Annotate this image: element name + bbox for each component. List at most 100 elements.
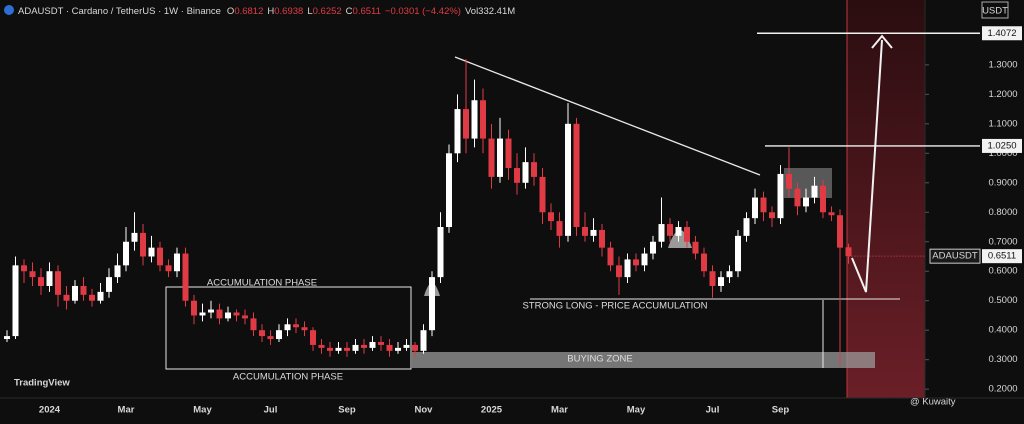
- header: ADAUSDT · Cardano / TetherUS · 1W · Bina…: [18, 6, 515, 17]
- x-tick-label: Mar: [551, 405, 568, 416]
- x-tick-label: Mar: [118, 405, 135, 416]
- unit-box: [981, 1, 1009, 19]
- ohlc-label: L: [307, 6, 312, 17]
- y-tick-label: 0.5000: [988, 295, 1017, 306]
- candle-body: [123, 241, 129, 266]
- candle-body: [293, 324, 299, 328]
- candle-body: [794, 188, 801, 207]
- price-tag-value: 0.6511: [988, 251, 1016, 262]
- candle-body: [556, 221, 563, 236]
- ohlc-label: H: [267, 6, 274, 17]
- y-tick-label: 1.2000: [988, 89, 1017, 100]
- ohlc-label: O: [227, 6, 234, 17]
- candle-body: [267, 336, 274, 340]
- candle-body: [437, 227, 444, 278]
- candle-body: [259, 330, 265, 337]
- candle-body: [63, 294, 70, 301]
- candle-body: [463, 109, 469, 139]
- y-tick-label: 0.8000: [988, 207, 1017, 218]
- candle-body: [12, 265, 19, 337]
- candle-body: [395, 347, 401, 351]
- candle-body: [709, 271, 716, 286]
- candle-body: [242, 315, 248, 319]
- x-tick-label: Sep: [772, 405, 790, 416]
- candle-body: [650, 241, 656, 254]
- candle-body: [420, 330, 427, 351]
- candle-body: [284, 324, 291, 331]
- candle-body: [769, 212, 775, 219]
- candle-body: [446, 153, 452, 228]
- candle-body: [599, 229, 605, 248]
- candle-body: [743, 218, 750, 236]
- candle-body: [718, 277, 724, 286]
- candle-body: [72, 285, 78, 301]
- ohlc-value: 0.6252: [313, 6, 342, 17]
- candle-body: [250, 318, 257, 331]
- candle-body: [701, 253, 707, 272]
- candle-body: [131, 232, 138, 242]
- level-label: 1.4072: [987, 28, 1016, 39]
- candle-body: [471, 100, 478, 139]
- y-tick-label: 0.6000: [988, 266, 1017, 277]
- candle-body: [454, 109, 461, 154]
- candle-body: [616, 265, 622, 278]
- candle-body: [539, 176, 546, 213]
- y-tick-label: 0.7000: [988, 236, 1017, 247]
- annotation: STRONG LONG - PRICE ACCUMULATION: [522, 301, 707, 312]
- candle-body: [97, 291, 104, 301]
- level-tag: [982, 26, 1022, 41]
- candle-body: [55, 271, 61, 295]
- candle-body: [191, 300, 197, 316]
- ohlc-value: 0.6511: [353, 6, 381, 17]
- y-tick-label: 1.0000: [988, 148, 1017, 159]
- trendline: [454, 56, 761, 176]
- candle-body: [820, 185, 826, 213]
- candle-body: [21, 265, 27, 272]
- candle-body: [412, 344, 418, 351]
- price-tag-label: ADAUSDT: [932, 251, 978, 262]
- candle-body: [582, 227, 588, 236]
- candle-body: [403, 344, 410, 348]
- candle-body: [310, 330, 316, 345]
- y-tick-label: 1.3000: [988, 59, 1017, 70]
- candle-body: [752, 197, 758, 219]
- x-tick-label: May: [627, 405, 646, 416]
- candle-body: [148, 247, 155, 257]
- candle-body: [216, 309, 223, 319]
- candle-body: [684, 227, 690, 242]
- projection-path: [851, 39, 883, 293]
- candle-body: [658, 224, 665, 242]
- candle-body: [514, 168, 520, 183]
- candle-body: [641, 253, 648, 266]
- candle-body: [369, 341, 376, 348]
- candle-body: [46, 271, 53, 286]
- annotation: BUYING ZONE: [567, 354, 632, 365]
- candle-body: [692, 241, 699, 254]
- candle-body: [531, 162, 537, 177]
- watermark: @ Kuwaity: [910, 397, 956, 408]
- logo: TradingView: [14, 378, 70, 389]
- candle-body: [378, 341, 384, 345]
- candle-body: [488, 138, 495, 177]
- symbol-icon: [4, 5, 14, 15]
- candle-body: [199, 312, 206, 316]
- candle-body: [505, 138, 512, 169]
- projection-arrowhead: [871, 34, 893, 49]
- candle-body: [803, 197, 809, 207]
- candle-body: [565, 123, 571, 236]
- y-tick-label: 0.9000: [988, 177, 1017, 188]
- candle-body: [667, 224, 673, 236]
- y-tick-label: 0.2000: [988, 384, 1017, 395]
- candle-body: [386, 344, 393, 351]
- price-tag-value-box: [982, 249, 1022, 264]
- candle-body: [726, 271, 733, 278]
- candle-body: [174, 253, 180, 272]
- price-tag-box: [929, 248, 981, 264]
- x-tick-label: Jul: [264, 405, 278, 416]
- candle-body: [318, 344, 325, 348]
- x-tick-label: Nov: [415, 405, 434, 416]
- candle-body: [157, 247, 163, 266]
- candle-body: [335, 347, 342, 351]
